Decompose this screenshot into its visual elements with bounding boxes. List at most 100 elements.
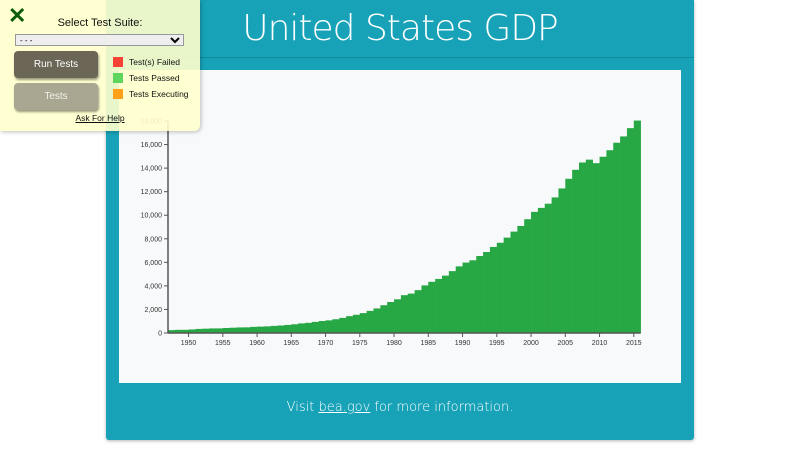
test-panel: ✕ Select Test Suite: - - - Run Tests Tes… xyxy=(0,0,200,131)
bar xyxy=(489,246,498,333)
x-tick-label: 1955 xyxy=(215,340,231,347)
bar xyxy=(168,330,176,333)
run-tests-button[interactable]: Run Tests xyxy=(14,51,98,78)
x-tick-label: 1950 xyxy=(181,340,197,347)
bar xyxy=(318,320,326,333)
bar xyxy=(572,169,580,333)
bar xyxy=(606,150,614,333)
y-tick-label: 16,000 xyxy=(141,142,163,149)
bar xyxy=(373,308,381,333)
bar xyxy=(229,327,237,333)
bar xyxy=(195,328,203,333)
bar xyxy=(181,329,189,333)
bar xyxy=(387,302,395,333)
bar xyxy=(277,325,285,333)
y-tick-label: 8,000 xyxy=(144,236,162,243)
bar xyxy=(579,162,587,333)
passed-swatch xyxy=(113,73,123,83)
page-title: United States GDP xyxy=(242,8,559,49)
tests-button[interactable]: Tests xyxy=(14,83,98,110)
bar xyxy=(352,314,361,333)
bar xyxy=(359,313,367,333)
bar xyxy=(325,320,333,333)
executing-swatch xyxy=(113,89,123,99)
y-tick-label: 6,000 xyxy=(144,260,162,267)
bar xyxy=(339,317,347,333)
bar xyxy=(263,326,272,333)
bar xyxy=(585,159,593,333)
legend-failed: Test(s) Failed xyxy=(113,57,180,67)
close-x-icon[interactable]: ✕ xyxy=(8,3,27,28)
bar xyxy=(483,251,491,333)
bar xyxy=(455,266,463,333)
bar xyxy=(346,316,354,333)
y-tick-label: 2,000 xyxy=(144,307,162,314)
bea-link[interactable]: bea.gov xyxy=(318,400,371,415)
bar xyxy=(524,219,532,333)
bar xyxy=(236,327,244,333)
x-tick-label: 1960 xyxy=(249,340,265,347)
bar xyxy=(332,319,340,333)
x-tick-label: 1965 xyxy=(284,340,300,347)
x-tick-label: 2005 xyxy=(558,340,574,347)
test-suite-select[interactable]: - - - xyxy=(15,34,184,46)
bar xyxy=(380,305,388,333)
x-tick-label: 1990 xyxy=(455,340,471,347)
x-tick-label: 1985 xyxy=(421,340,437,347)
bar xyxy=(311,321,319,333)
legend-label: Tests Executing xyxy=(129,89,189,99)
footer-prefix: Visit xyxy=(286,400,319,415)
select-test-suite-label: Select Test Suite: xyxy=(57,17,143,29)
footer: Visit bea.gov for more information. xyxy=(106,400,694,415)
x-tick-label: 1980 xyxy=(386,340,402,347)
bar xyxy=(291,324,299,333)
bar xyxy=(366,310,374,333)
bar xyxy=(496,242,504,333)
bar xyxy=(592,163,600,333)
bar xyxy=(448,271,456,333)
bar xyxy=(613,142,621,333)
bar xyxy=(209,328,217,333)
bar xyxy=(517,225,525,333)
bar xyxy=(188,329,196,333)
bar xyxy=(633,120,641,333)
y-tick-label: 4,000 xyxy=(144,283,162,290)
bar xyxy=(414,290,422,333)
bar xyxy=(558,188,566,333)
bar xyxy=(298,323,306,333)
bar xyxy=(174,329,182,333)
x-tick-label: 1975 xyxy=(352,340,368,347)
bar xyxy=(551,197,559,333)
y-tick-label: 12,000 xyxy=(141,189,163,196)
bar xyxy=(537,207,546,333)
legend-passed: Tests Passed xyxy=(113,73,180,83)
x-tick-label: 1995 xyxy=(489,340,505,347)
bar xyxy=(510,231,518,333)
y-tick-label: 14,000 xyxy=(141,166,163,173)
ask-for-help-link[interactable]: Ask For Help xyxy=(75,113,125,123)
bar xyxy=(442,275,450,333)
bar xyxy=(305,322,313,333)
gdp-bar-chart: 0 2,000 4,000 6,000 8,000 10,000 12,000 14,000 1… xyxy=(141,119,642,348)
bar xyxy=(469,260,477,333)
bar xyxy=(215,328,224,333)
bar xyxy=(565,178,573,333)
x-tick-label: 2000 xyxy=(523,340,539,347)
bar xyxy=(462,262,470,333)
bar xyxy=(626,128,635,333)
legend-label: Test(s) Failed xyxy=(129,57,181,67)
y-tick-label: 10,000 xyxy=(141,213,163,220)
legend-executing: Tests Executing xyxy=(113,89,189,99)
bar xyxy=(599,156,607,333)
bar xyxy=(202,328,210,333)
bar xyxy=(544,203,552,333)
bar xyxy=(407,293,415,333)
chart-container: United States GDP 0 2,000 4,000 6,000 8,000 1… xyxy=(106,0,694,440)
bar xyxy=(503,237,511,333)
x-tick-label: 1970 xyxy=(318,340,334,347)
bar xyxy=(428,281,436,333)
legend-label: Tests Passed xyxy=(129,73,180,83)
x-tick-label: 2010 xyxy=(592,340,608,347)
x-tick-label: 2015 xyxy=(626,340,642,347)
title-divider xyxy=(106,57,694,58)
